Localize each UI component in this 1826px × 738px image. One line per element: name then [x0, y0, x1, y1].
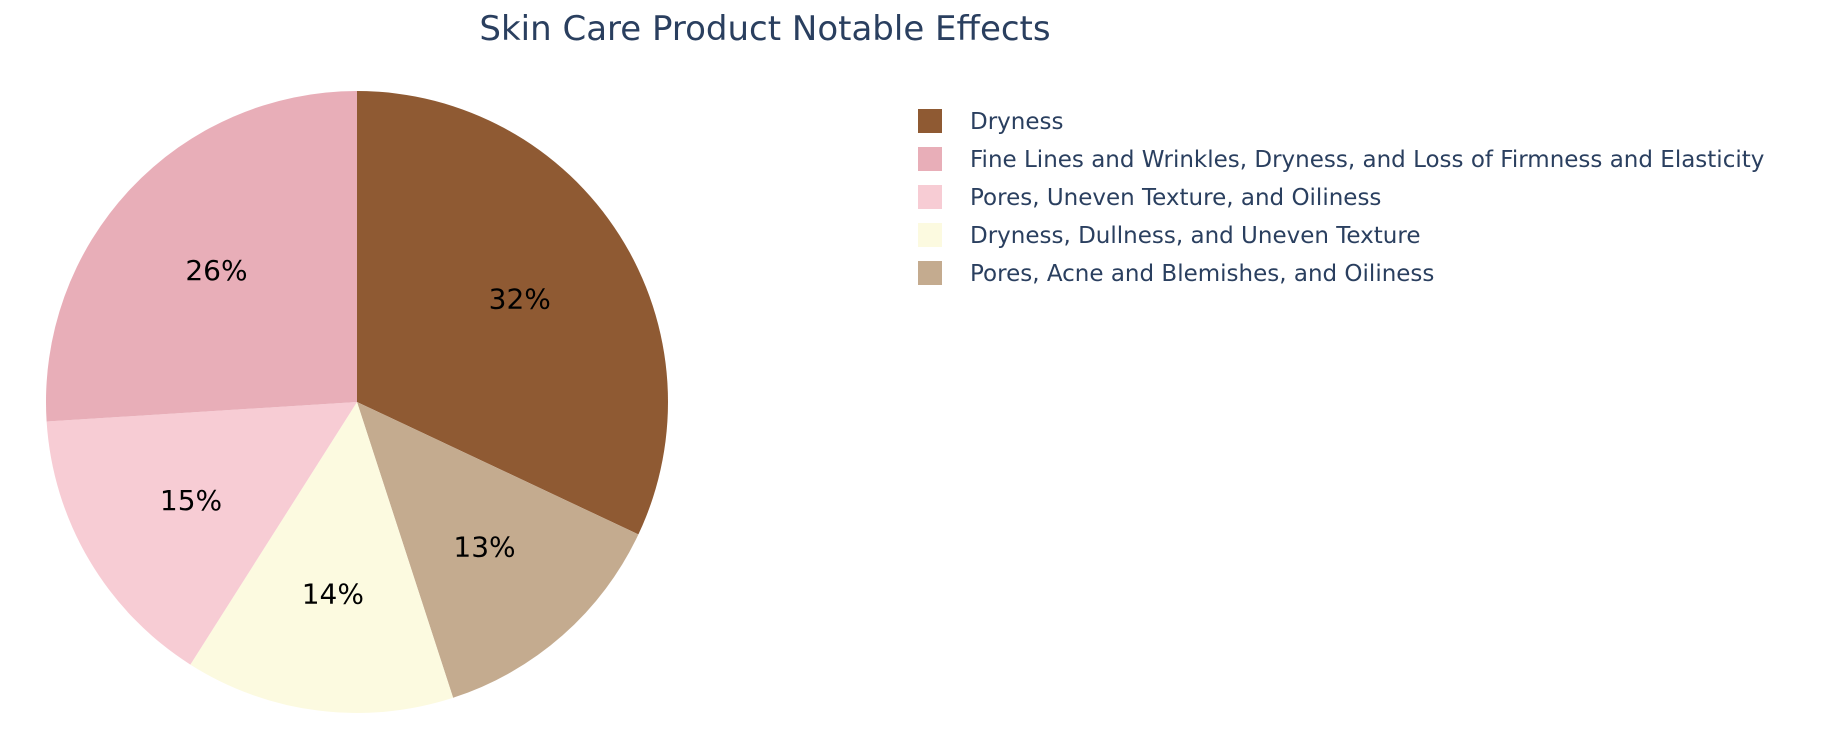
legend-label[interactable]: Dryness, Dullness, and Uneven Texture: [970, 223, 1420, 249]
slice-percent-label: 14%: [302, 577, 364, 610]
slice-percent-label: 15%: [160, 484, 222, 517]
pie-slice: [45, 90, 357, 422]
pie-slices: [45, 90, 668, 713]
pie-slice: [190, 402, 454, 713]
slice-percent-label: 26%: [185, 254, 247, 287]
legend-swatch[interactable]: [918, 261, 942, 285]
pie-slice: [357, 91, 668, 535]
pie-slice-labels: 32% 13% 14% 15% 26%: [160, 254, 551, 610]
pie-slice: [357, 402, 639, 698]
slice-percent-label: 32%: [489, 283, 551, 316]
legend-label[interactable]: Pores, Uneven Texture, and Oiliness: [970, 185, 1381, 211]
chart-title: Skin Care Product Notable Effects: [479, 9, 1050, 49]
legend-label[interactable]: Pores, Acne and Blemishes, and Oiliness: [970, 261, 1434, 287]
legend: Dryness Fine Lines and Wrinkles, Dryness,…: [918, 109, 1764, 287]
slice-percent-label: 13%: [453, 531, 515, 564]
legend-swatch[interactable]: [918, 109, 942, 133]
legend-label[interactable]: Dryness: [970, 109, 1063, 135]
legend-swatch[interactable]: [918, 185, 942, 209]
legend-swatch[interactable]: [918, 147, 942, 171]
legend-swatch[interactable]: [918, 223, 942, 247]
legend-label[interactable]: Fine Lines and Wrinkles, Dryness, and Lo…: [970, 147, 1764, 173]
pie-slice: [46, 402, 358, 665]
